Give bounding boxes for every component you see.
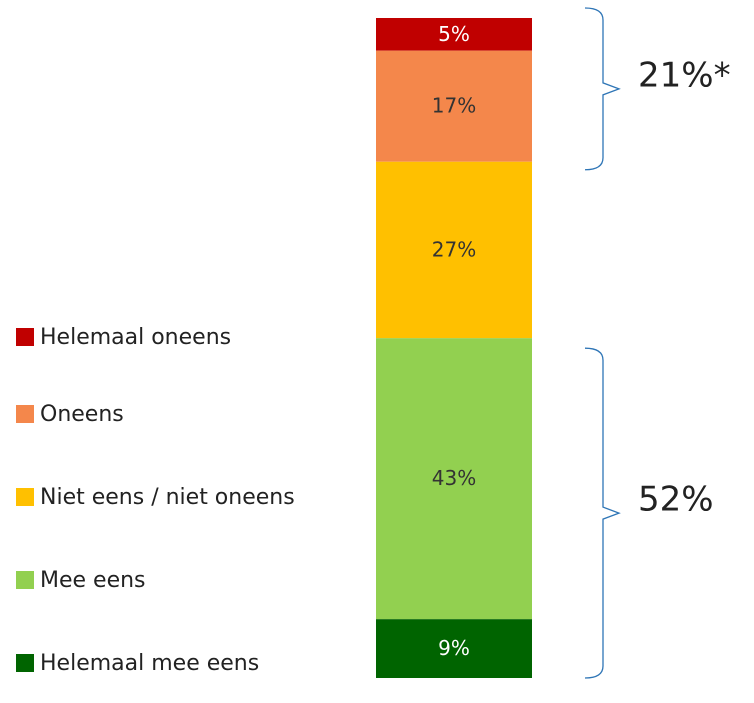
bracket bbox=[584, 7, 621, 171]
value-label: 17% bbox=[432, 94, 476, 118]
bar-segment bbox=[376, 338, 532, 620]
value-label: 43% bbox=[432, 466, 476, 490]
bar-segment bbox=[376, 619, 532, 678]
annotation: 52% bbox=[638, 480, 714, 520]
value-label: 27% bbox=[432, 237, 476, 261]
legend-swatch bbox=[16, 571, 34, 589]
legend-item: Oneens bbox=[16, 395, 124, 434]
bracket bbox=[584, 347, 621, 679]
bar-segment bbox=[376, 18, 532, 51]
legend-label: Helemaal oneens bbox=[40, 325, 232, 350]
legend-item: Helemaal mee eens bbox=[16, 644, 259, 683]
bar-segment bbox=[376, 50, 532, 162]
bar-segment bbox=[376, 161, 532, 339]
legend-label: Niet eens / niet oneens bbox=[40, 485, 295, 510]
value-label: 9% bbox=[438, 636, 470, 660]
legend-label: Helemaal mee eens bbox=[40, 651, 260, 676]
legend-swatch bbox=[16, 488, 34, 506]
legend-swatch bbox=[16, 328, 34, 346]
legend-label: Mee eens bbox=[40, 568, 146, 593]
legend-item: Helemaal oneens bbox=[16, 318, 231, 357]
legend-item: Mee eens bbox=[16, 561, 146, 600]
value-label: 5% bbox=[438, 22, 470, 46]
legend-item: Niet eens / niet oneens bbox=[16, 478, 295, 517]
legend-swatch bbox=[16, 654, 34, 672]
legend-label: Oneens bbox=[40, 402, 124, 427]
annotation: 21%* bbox=[638, 55, 731, 95]
legend-swatch bbox=[16, 405, 34, 423]
